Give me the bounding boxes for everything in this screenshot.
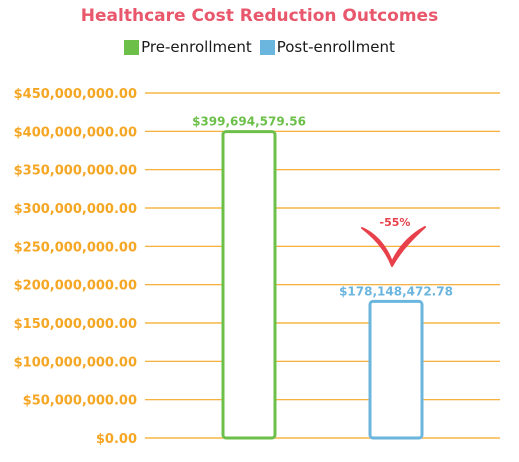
- y-tick-label: $350,000,000.00: [14, 164, 137, 179]
- chart-title: Healthcare Cost Reduction Outcomes: [80, 6, 439, 26]
- legend-item-post: Post-enrollment: [259, 38, 395, 56]
- y-tick-label: $450,000,000.00: [14, 87, 137, 102]
- check-mark-icon: [361, 226, 426, 267]
- y-tick-label: $250,000,000.00: [14, 240, 137, 255]
- legend-item-pre: Pre-enrollment: [124, 38, 252, 56]
- legend-label-post: Post-enrollment: [276, 38, 395, 56]
- legend-swatch-pre: [124, 39, 140, 55]
- data-label: $399,694,579.56: [192, 115, 306, 129]
- legend-swatch-post: [259, 39, 275, 55]
- legend: Pre-enrollment Post-enrollment: [0, 38, 519, 56]
- y-tick-label: $300,000,000.00: [14, 202, 137, 217]
- y-tick-label: $0.00: [96, 432, 137, 447]
- y-tick-label: $100,000,000.00: [14, 355, 137, 370]
- y-tick-label: $50,000,000.00: [23, 394, 137, 409]
- legend-label-pre: Pre-enrollment: [141, 38, 252, 56]
- bar: [221, 130, 277, 440]
- data-label: $178,148,472.78: [339, 284, 453, 298]
- y-tick-label: $400,000,000.00: [14, 125, 137, 140]
- bar: [368, 299, 424, 440]
- y-tick-label: $150,000,000.00: [14, 317, 137, 332]
- y-tick-label: $200,000,000.00: [14, 279, 137, 294]
- annotation-label: -55%: [380, 216, 411, 229]
